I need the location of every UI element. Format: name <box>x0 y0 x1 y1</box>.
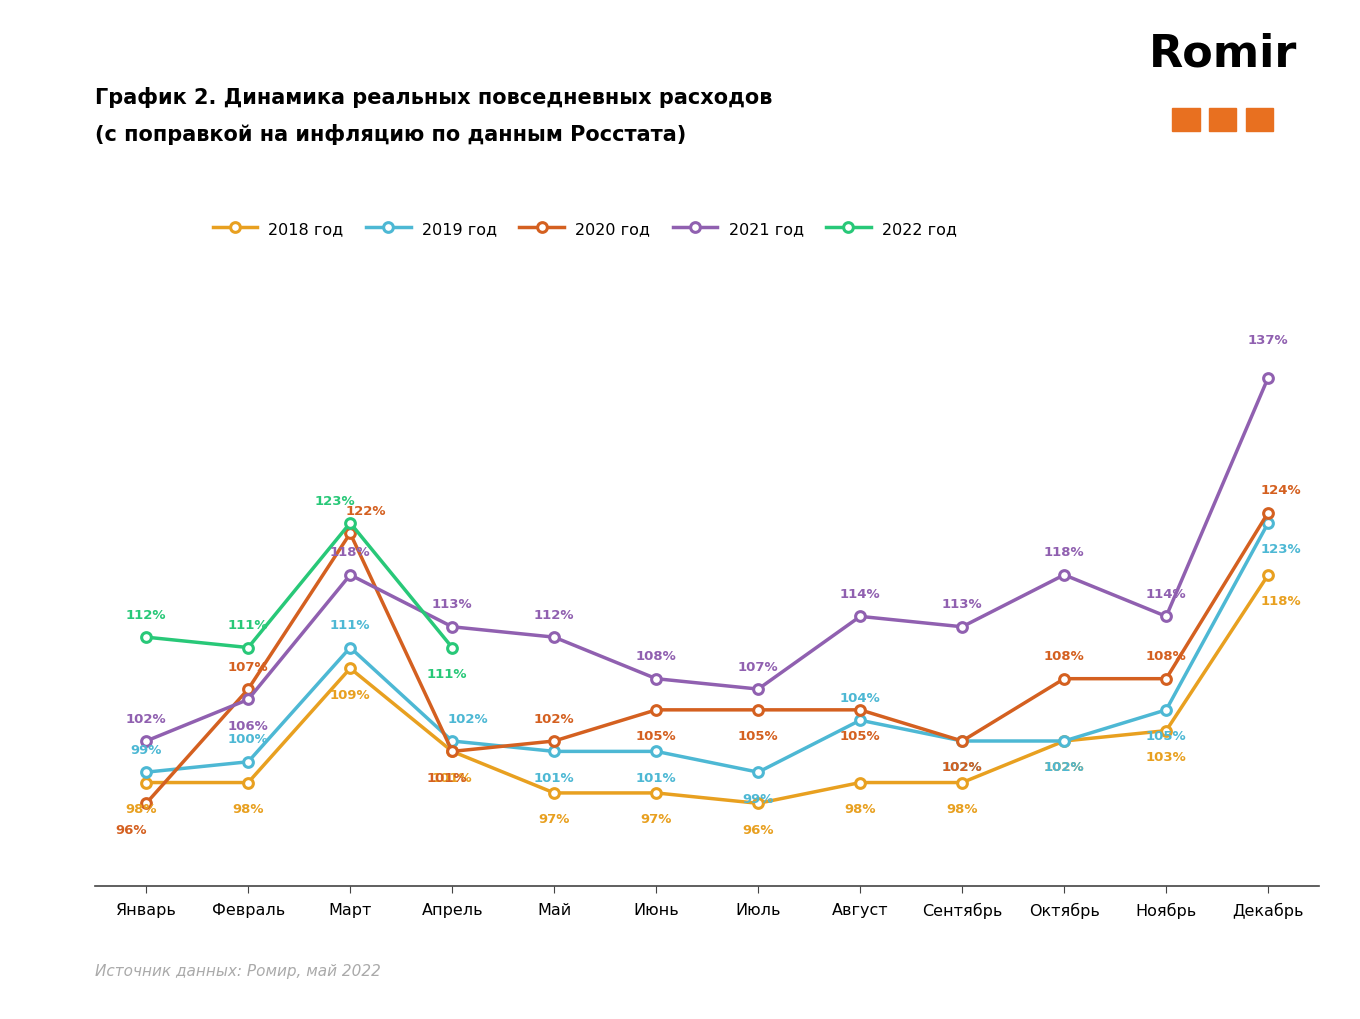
Text: 105%: 105% <box>636 730 676 743</box>
Text: 123%: 123% <box>314 494 355 507</box>
Text: 108%: 108% <box>636 650 676 662</box>
Text: 102%: 102% <box>942 761 982 773</box>
Text: 108%: 108% <box>1044 650 1084 662</box>
Text: 112%: 112% <box>126 608 166 622</box>
Text: 137%: 137% <box>1248 333 1288 346</box>
Text: 99%: 99% <box>131 743 162 756</box>
Legend: 2018 год, 2019 год, 2020 год, 2021 год, 2022 год: 2018 год, 2019 год, 2020 год, 2021 год, … <box>207 215 963 244</box>
Text: 107%: 107% <box>738 660 778 674</box>
Text: (с поправкой на инфляцию по данным Росстата): (с поправкой на инфляцию по данным Росст… <box>95 124 687 146</box>
Text: 99%: 99% <box>743 792 774 805</box>
Text: 107%: 107% <box>228 660 268 674</box>
Text: 96%: 96% <box>743 823 774 836</box>
Text: 111%: 111% <box>228 619 268 632</box>
Text: 96%: 96% <box>116 823 147 836</box>
Text: 111%: 111% <box>330 619 370 632</box>
Text: 113%: 113% <box>942 598 982 610</box>
Text: 98%: 98% <box>125 802 156 815</box>
Text: 97%: 97% <box>539 812 570 825</box>
Text: 101%: 101% <box>432 771 472 784</box>
Text: 98%: 98% <box>233 802 264 815</box>
Text: 101%: 101% <box>636 771 676 784</box>
Text: 98%: 98% <box>947 802 978 815</box>
Text: 112%: 112% <box>534 608 574 622</box>
Text: 114%: 114% <box>1146 588 1186 600</box>
Text: 102%: 102% <box>126 712 166 725</box>
Text: 101%: 101% <box>427 771 468 784</box>
Text: 106%: 106% <box>228 719 268 733</box>
Text: 102%: 102% <box>942 761 982 773</box>
Text: 97%: 97% <box>641 812 672 825</box>
Text: 105%: 105% <box>738 730 778 743</box>
Text: 102%: 102% <box>1044 761 1084 773</box>
Text: 113%: 113% <box>432 598 472 610</box>
Text: 123%: 123% <box>1261 543 1300 555</box>
Text: 105%: 105% <box>840 730 880 743</box>
Text: 101%: 101% <box>534 771 574 784</box>
Text: 122%: 122% <box>345 504 386 518</box>
Text: 109%: 109% <box>330 688 370 701</box>
Text: 102%: 102% <box>1044 761 1084 773</box>
Text: 124%: 124% <box>1261 484 1300 496</box>
Text: 118%: 118% <box>1044 546 1084 559</box>
Text: 114%: 114% <box>840 588 880 600</box>
Text: 105%: 105% <box>1146 730 1186 743</box>
Text: Источник данных: Ромир, май 2022: Источник данных: Ромир, май 2022 <box>95 963 381 978</box>
Text: 103%: 103% <box>1146 750 1186 763</box>
Text: 118%: 118% <box>330 546 370 559</box>
Text: 118%: 118% <box>1261 595 1300 607</box>
Text: 100%: 100% <box>228 733 268 746</box>
Text: 98%: 98% <box>845 802 876 815</box>
Text: 102%: 102% <box>447 712 488 725</box>
Text: 104%: 104% <box>840 691 880 704</box>
Text: Romir: Romir <box>1149 33 1297 75</box>
Text: 111%: 111% <box>427 667 468 681</box>
Text: График 2. Динамика реальных повседневных расходов: График 2. Динамика реальных повседневных… <box>95 87 772 108</box>
Text: 108%: 108% <box>1146 650 1186 662</box>
Text: 102%: 102% <box>534 712 574 725</box>
